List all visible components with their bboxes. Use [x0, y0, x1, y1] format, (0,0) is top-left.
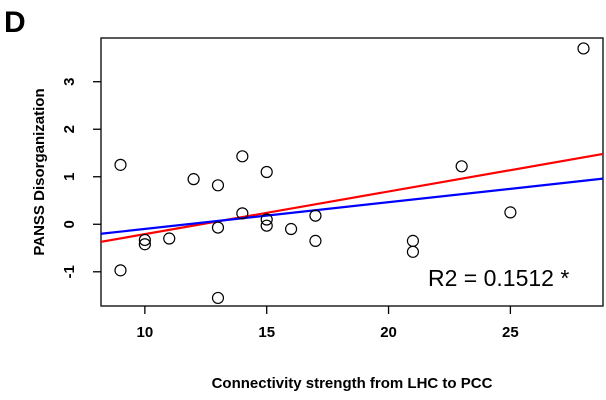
data-point: [260, 213, 273, 226]
x-tick-label: 20: [380, 324, 397, 341]
y-tick-label: 2: [61, 125, 78, 133]
data-point: [236, 207, 249, 220]
data-point: [260, 219, 273, 232]
y-axis-label: PANSS Disorganization: [31, 88, 48, 255]
data-point: [114, 158, 127, 171]
data-point: [163, 232, 176, 245]
data-point: [309, 209, 322, 222]
y-tick-label: -1: [61, 265, 78, 278]
plot-area: 10 15 20 25 -1 0 1 2 3: [61, 37, 604, 341]
data-point: [236, 150, 249, 163]
data-point: [260, 165, 273, 179]
data-point: [406, 234, 420, 248]
x-tick-label: 10: [137, 324, 154, 341]
r2-annotation: R2 = 0.1512 *: [428, 265, 569, 291]
panel-label: D: [4, 6, 26, 39]
plot-frame: [100, 37, 604, 307]
fit-line: [100, 152, 604, 243]
data-point: [187, 173, 200, 186]
data-point: [211, 179, 225, 192]
data-point: [138, 238, 151, 251]
data-point: [211, 221, 225, 234]
y-tick-label: 1: [61, 173, 78, 181]
data-point: [455, 160, 468, 173]
data-point: [211, 291, 225, 305]
data-point: [504, 206, 517, 219]
x-axis-label: Connectivity strength from LHC to PCC: [212, 375, 493, 392]
fit-line: [100, 177, 604, 235]
data-point: [577, 42, 590, 55]
data-point: [309, 234, 322, 248]
x-tick-label: 15: [258, 324, 275, 341]
data-point: [284, 222, 298, 236]
y-tick-label: 0: [61, 220, 78, 228]
y-tick-label: 3: [61, 78, 78, 86]
data-point: [406, 245, 420, 258]
data-point: [138, 233, 151, 247]
x-tick-label: 25: [502, 324, 519, 341]
data-point: [114, 264, 127, 277]
